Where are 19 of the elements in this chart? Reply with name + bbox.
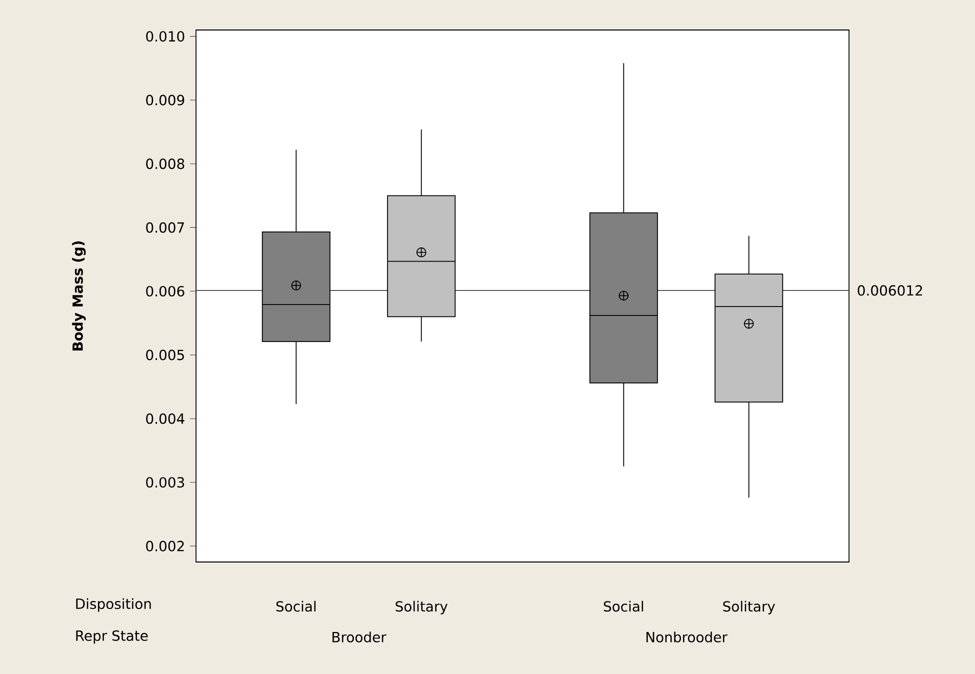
y-axis-title: Body Mass (g)	[72, 241, 86, 351]
y-tick-label: 0.007	[146, 222, 184, 233]
text: Nonbrooder	[646, 632, 728, 642]
y-tick-label: 0.002	[146, 540, 184, 552]
x-tick-label: Solitary	[723, 600, 776, 614]
text: Repr State	[76, 630, 148, 644]
x-tick-label: Social	[604, 600, 644, 612]
y-tick-label: 0.010	[146, 31, 184, 42]
x-tick-label: Social	[276, 600, 316, 612]
y-tick-label: 0.005	[146, 350, 184, 360]
y-tick-label: 0.003	[146, 477, 184, 488]
text: Brooder	[332, 632, 386, 642]
text: Disposition	[76, 598, 151, 612]
y-tick-label: 0.009	[146, 94, 184, 106]
y-tick-label: 0.004	[146, 413, 184, 424]
y-tick-label: 0.008	[146, 158, 184, 170]
y-tick-label: 0.006	[146, 286, 184, 296]
x-tick-label: Solitary	[396, 600, 448, 614]
ref-line-label: 0.006012	[858, 285, 922, 296]
